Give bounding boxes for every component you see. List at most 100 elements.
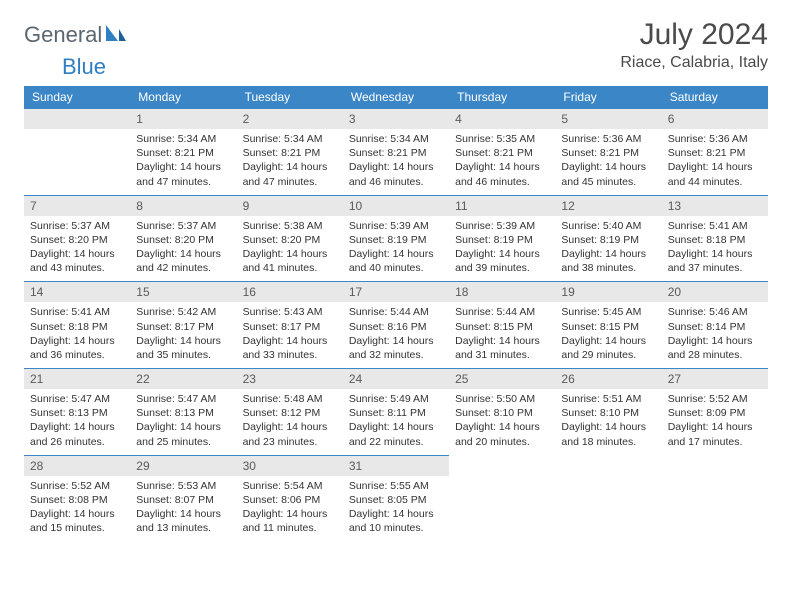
day-body: [555, 476, 661, 485]
sunset-line: Sunset: 8:16 PM: [349, 320, 443, 334]
sunrise-line: Sunrise: 5:36 AM: [668, 132, 762, 146]
daylight-line: Daylight: 14 hours and 31 minutes.: [455, 334, 549, 362]
day-number: 29: [130, 455, 236, 476]
day-number: 2: [237, 108, 343, 129]
day-cell: [24, 108, 130, 195]
daylight-line: Daylight: 14 hours and 47 minutes.: [243, 160, 337, 188]
daylight-line: Daylight: 14 hours and 41 minutes.: [243, 247, 337, 275]
sunset-line: Sunset: 8:21 PM: [455, 146, 549, 160]
sunrise-line: Sunrise: 5:46 AM: [668, 305, 762, 319]
sunset-line: Sunset: 8:07 PM: [136, 493, 230, 507]
sunrise-line: Sunrise: 5:41 AM: [30, 305, 124, 319]
daylight-line: Daylight: 14 hours and 44 minutes.: [668, 160, 762, 188]
day-cell: 1Sunrise: 5:34 AMSunset: 8:21 PMDaylight…: [130, 108, 236, 195]
day-cell: 21Sunrise: 5:47 AMSunset: 8:13 PMDayligh…: [24, 368, 130, 455]
day-body: Sunrise: 5:44 AMSunset: 8:16 PMDaylight:…: [343, 302, 449, 368]
day-body: Sunrise: 5:34 AMSunset: 8:21 PMDaylight:…: [237, 129, 343, 195]
sunrise-line: Sunrise: 5:37 AM: [30, 219, 124, 233]
sunrise-line: Sunrise: 5:44 AM: [455, 305, 549, 319]
day-number: 9: [237, 195, 343, 216]
day-cell: 10Sunrise: 5:39 AMSunset: 8:19 PMDayligh…: [343, 195, 449, 282]
sunrise-line: Sunrise: 5:34 AM: [349, 132, 443, 146]
day-number: 3: [343, 108, 449, 129]
sunset-line: Sunset: 8:10 PM: [561, 406, 655, 420]
month-title: July 2024: [620, 18, 768, 52]
location: Riace, Calabria, Italy: [620, 54, 768, 72]
daylight-line: Daylight: 14 hours and 11 minutes.: [243, 507, 337, 535]
sunset-line: Sunset: 8:13 PM: [136, 406, 230, 420]
sunset-line: Sunset: 8:14 PM: [668, 320, 762, 334]
calendar-table: SundayMondayTuesdayWednesdayThursdayFrid…: [24, 86, 768, 541]
daylight-line: Daylight: 14 hours and 46 minutes.: [349, 160, 443, 188]
sunrise-line: Sunrise: 5:49 AM: [349, 392, 443, 406]
daylight-line: Daylight: 14 hours and 13 minutes.: [136, 507, 230, 535]
day-cell: 22Sunrise: 5:47 AMSunset: 8:13 PMDayligh…: [130, 368, 236, 455]
day-cell: [662, 455, 768, 542]
dow-header: Friday: [555, 86, 661, 108]
title-block: July 2024 Riace, Calabria, Italy: [620, 18, 768, 72]
week-row: 7Sunrise: 5:37 AMSunset: 8:20 PMDaylight…: [24, 195, 768, 282]
sunrise-line: Sunrise: 5:48 AM: [243, 392, 337, 406]
sunset-line: Sunset: 8:08 PM: [30, 493, 124, 507]
day-cell: 28Sunrise: 5:52 AMSunset: 8:08 PMDayligh…: [24, 455, 130, 542]
day-number: 10: [343, 195, 449, 216]
day-number: 15: [130, 281, 236, 302]
sunset-line: Sunset: 8:17 PM: [136, 320, 230, 334]
day-number: 25: [449, 368, 555, 389]
daylight-line: Daylight: 14 hours and 35 minutes.: [136, 334, 230, 362]
day-number: 8: [130, 195, 236, 216]
logo-text-blue: Blue: [62, 54, 106, 80]
day-cell: 17Sunrise: 5:44 AMSunset: 8:16 PMDayligh…: [343, 281, 449, 368]
daylight-line: Daylight: 14 hours and 15 minutes.: [30, 507, 124, 535]
day-cell: 3 Sunrise: 5:34 AMSunset: 8:21 PMDaylight…: [343, 108, 449, 195]
daylight-line: Daylight: 14 hours and 46 minutes.: [455, 160, 549, 188]
day-cell: 20Sunrise: 5:46 AMSunset: 8:14 PMDayligh…: [662, 281, 768, 368]
day-body: Sunrise: 5:51 AMSunset: 8:10 PMDaylight:…: [555, 389, 661, 455]
day-number: [24, 108, 130, 129]
sunrise-line: Sunrise: 5:52 AM: [668, 392, 762, 406]
day-cell: 8Sunrise: 5:37 AMSunset: 8:20 PMDaylight…: [130, 195, 236, 282]
day-number: 20: [662, 281, 768, 302]
day-body: Sunrise: 5:53 AMSunset: 8:07 PMDaylight:…: [130, 476, 236, 542]
day-body: Sunrise: 5:36 AMSunset: 8:21 PMDaylight:…: [555, 129, 661, 195]
day-number: 14: [24, 281, 130, 302]
daylight-line: Daylight: 14 hours and 33 minutes.: [243, 334, 337, 362]
day-body: Sunrise: 5:37 AMSunset: 8:20 PMDaylight:…: [24, 216, 130, 282]
sunset-line: Sunset: 8:17 PM: [243, 320, 337, 334]
day-cell: 16Sunrise: 5:43 AMSunset: 8:17 PMDayligh…: [237, 281, 343, 368]
daylight-line: Daylight: 14 hours and 45 minutes.: [561, 160, 655, 188]
dow-header: Wednesday: [343, 86, 449, 108]
sunset-line: Sunset: 8:21 PM: [349, 146, 443, 160]
day-cell: 25Sunrise: 5:50 AMSunset: 8:10 PMDayligh…: [449, 368, 555, 455]
day-cell: 12Sunrise: 5:40 AMSunset: 8:19 PMDayligh…: [555, 195, 661, 282]
daylight-line: Daylight: 14 hours and 39 minutes.: [455, 247, 549, 275]
day-body: Sunrise: 5:37 AMSunset: 8:20 PMDaylight:…: [130, 216, 236, 282]
day-cell: 19Sunrise: 5:45 AMSunset: 8:15 PMDayligh…: [555, 281, 661, 368]
sunrise-line: Sunrise: 5:53 AM: [136, 479, 230, 493]
dow-header: Monday: [130, 86, 236, 108]
day-body: Sunrise: 5:35 AMSunset: 8:21 PMDaylight:…: [449, 129, 555, 195]
day-body: Sunrise: 5:49 AMSunset: 8:11 PMDaylight:…: [343, 389, 449, 455]
day-body: Sunrise: 5:34 AMSunset: 8:21 PMDaylight:…: [130, 129, 236, 195]
sunset-line: Sunset: 8:21 PM: [561, 146, 655, 160]
day-body: [662, 476, 768, 485]
sunset-line: Sunset: 8:21 PM: [668, 146, 762, 160]
dow-header: Sunday: [24, 86, 130, 108]
day-cell: 7Sunrise: 5:37 AMSunset: 8:20 PMDaylight…: [24, 195, 130, 282]
sunrise-line: Sunrise: 5:35 AM: [455, 132, 549, 146]
daylight-line: Daylight: 14 hours and 42 minutes.: [136, 247, 230, 275]
sunrise-line: Sunrise: 5:43 AM: [243, 305, 337, 319]
day-body: Sunrise: 5:52 AMSunset: 8:08 PMDaylight:…: [24, 476, 130, 542]
day-number: 11: [449, 195, 555, 216]
sunset-line: Sunset: 8:10 PM: [455, 406, 549, 420]
sunrise-line: Sunrise: 5:34 AM: [243, 132, 337, 146]
day-cell: 6Sunrise: 5:36 AMSunset: 8:21 PMDaylight…: [662, 108, 768, 195]
sunrise-line: Sunrise: 5:55 AM: [349, 479, 443, 493]
day-number: 7: [24, 195, 130, 216]
daylight-line: Daylight: 14 hours and 18 minutes.: [561, 420, 655, 448]
daylight-line: Daylight: 14 hours and 23 minutes.: [243, 420, 337, 448]
dow-header: Tuesday: [237, 86, 343, 108]
sunset-line: Sunset: 8:06 PM: [243, 493, 337, 507]
day-number: 1: [130, 108, 236, 129]
daylight-line: Daylight: 14 hours and 29 minutes.: [561, 334, 655, 362]
